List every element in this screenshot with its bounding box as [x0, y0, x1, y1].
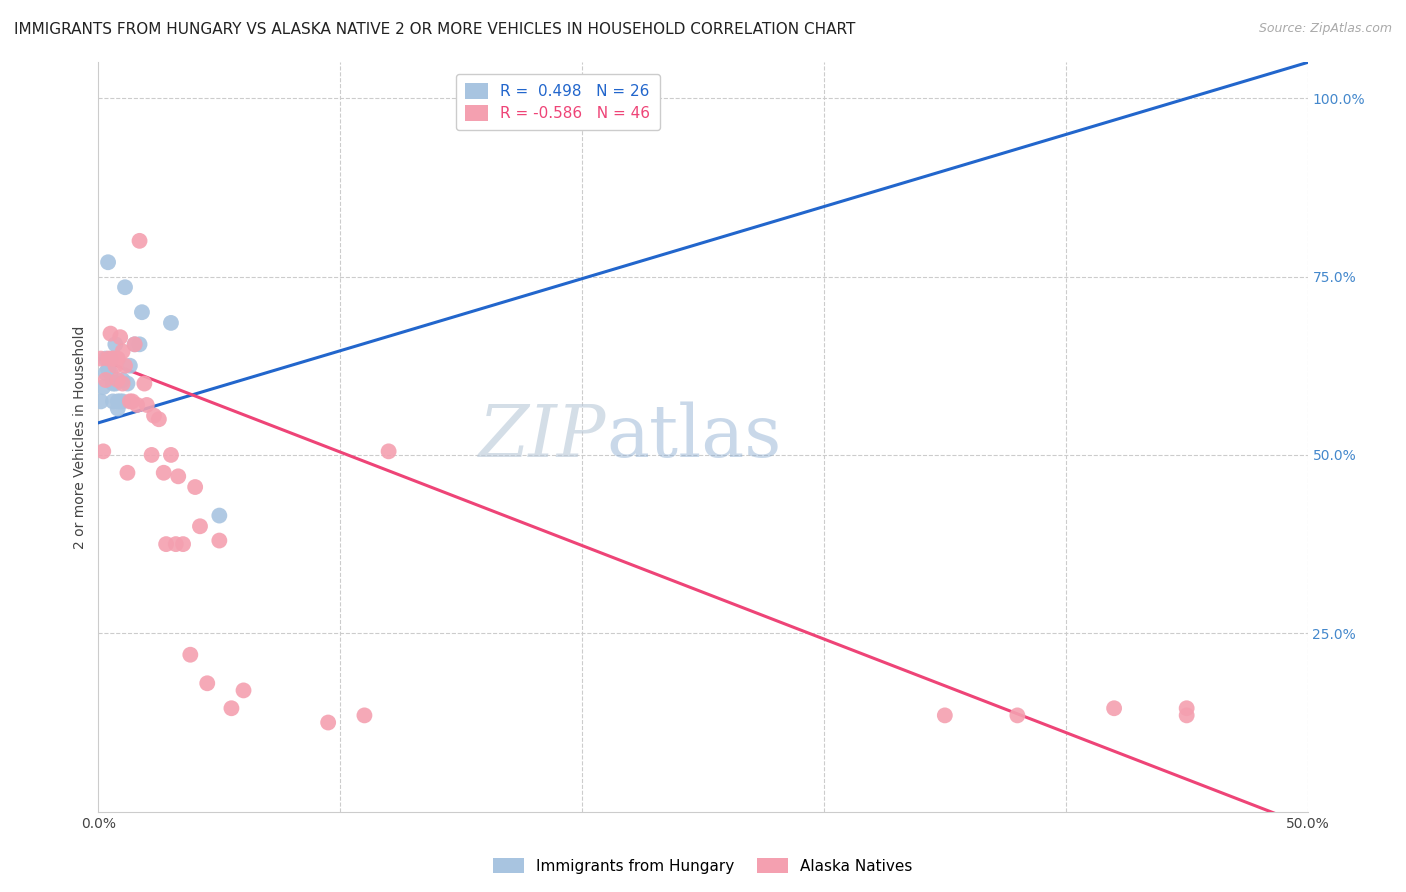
Point	[100, 326, 122, 341]
Point	[111, 376, 134, 391]
Point	[117, 376, 139, 391]
Point	[195, 676, 218, 690]
Legend: Immigrants from Hungary, Alaska Natives: Immigrants from Hungary, Alaska Natives	[488, 852, 918, 880]
Point	[104, 337, 127, 351]
Point	[91, 444, 114, 458]
Point	[1175, 708, 1198, 723]
Point	[128, 234, 150, 248]
Point	[100, 366, 122, 380]
Point	[107, 401, 129, 416]
Point	[1007, 708, 1029, 723]
Text: Source: ZipAtlas.com: Source: ZipAtlas.com	[1258, 22, 1392, 36]
Point	[167, 469, 190, 483]
Legend: R =  0.498   N = 26, R = -0.586   N = 46: R = 0.498 N = 26, R = -0.586 N = 46	[456, 74, 659, 130]
Point	[101, 351, 124, 366]
Point	[101, 376, 124, 391]
Point	[91, 380, 114, 394]
Point	[160, 316, 183, 330]
Point	[90, 351, 112, 366]
Point	[107, 394, 129, 409]
Point	[114, 359, 136, 373]
Point	[131, 305, 153, 319]
Y-axis label: 2 or more Vehicles in Household: 2 or more Vehicles in Household	[73, 326, 87, 549]
Point	[232, 683, 254, 698]
Point	[90, 394, 112, 409]
Point	[510, 102, 533, 116]
Point	[208, 533, 231, 548]
Point	[121, 394, 143, 409]
Point	[114, 280, 136, 294]
Point	[94, 366, 117, 380]
Point	[152, 466, 174, 480]
Point	[97, 351, 120, 366]
Text: ZIP: ZIP	[479, 401, 606, 473]
Point	[127, 398, 149, 412]
Point	[134, 376, 156, 391]
Point	[118, 394, 141, 409]
Point	[94, 351, 117, 366]
Point	[353, 708, 375, 723]
Point	[101, 351, 124, 366]
Point	[208, 508, 231, 523]
Point	[128, 337, 150, 351]
Point	[377, 444, 399, 458]
Point	[108, 394, 131, 409]
Point	[118, 359, 141, 373]
Point	[148, 412, 170, 426]
Point	[1102, 701, 1125, 715]
Point	[184, 480, 207, 494]
Point	[160, 448, 183, 462]
Point	[111, 394, 134, 409]
Point	[172, 537, 194, 551]
Point	[100, 351, 122, 366]
Point	[94, 373, 117, 387]
Point	[107, 351, 129, 366]
Point	[124, 337, 146, 351]
Point	[111, 373, 134, 387]
Point	[111, 344, 134, 359]
Point	[104, 359, 127, 373]
Text: IMMIGRANTS FROM HUNGARY VS ALASKA NATIVE 2 OR MORE VEHICLES IN HOUSEHOLD CORRELA: IMMIGRANTS FROM HUNGARY VS ALASKA NATIVE…	[14, 22, 855, 37]
Point	[179, 648, 201, 662]
Point	[188, 519, 211, 533]
Point	[1175, 701, 1198, 715]
Point	[143, 409, 166, 423]
Point	[97, 255, 120, 269]
Point	[221, 701, 243, 715]
Point	[117, 466, 139, 480]
Point	[97, 362, 120, 376]
Point	[141, 448, 163, 462]
Point	[108, 330, 131, 344]
Point	[316, 715, 339, 730]
Point	[104, 376, 127, 391]
Point	[934, 708, 956, 723]
Point	[135, 398, 157, 412]
Point	[124, 337, 146, 351]
Point	[101, 394, 124, 409]
Point	[165, 537, 187, 551]
Point	[155, 537, 177, 551]
Point	[107, 373, 129, 387]
Text: atlas: atlas	[606, 401, 782, 473]
